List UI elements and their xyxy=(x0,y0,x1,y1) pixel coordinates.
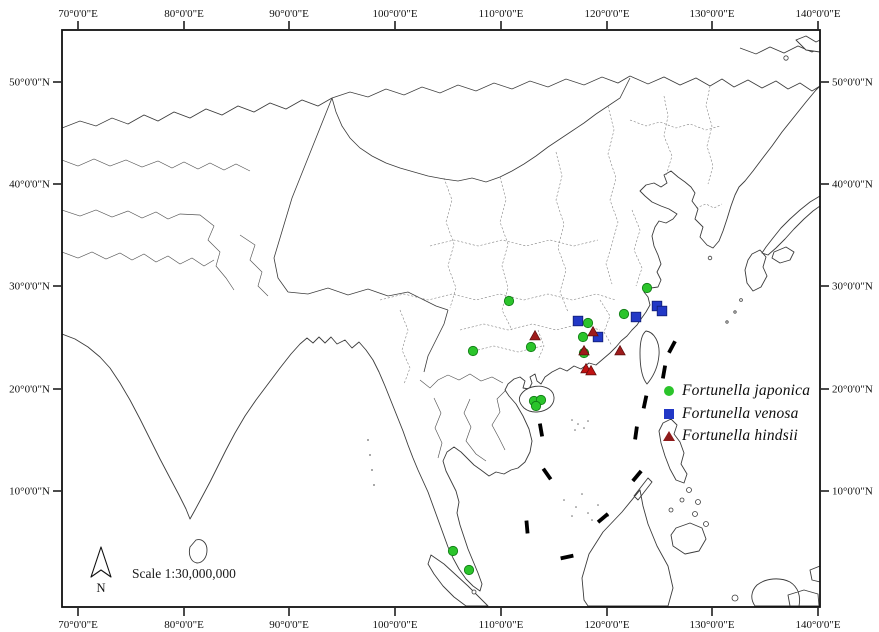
lat-label-right: 30°0'0"N xyxy=(832,281,873,293)
nine-dash-segment xyxy=(596,512,610,524)
lon-label-top: 110°0'0"E xyxy=(479,8,524,20)
nine-dash-segment xyxy=(524,520,530,534)
coastline-mainland xyxy=(62,85,820,592)
lon-label-top: 90°0'0"E xyxy=(269,8,309,20)
nine-dash-segment xyxy=(538,423,544,437)
lat-label-right: 50°0'0"N xyxy=(832,77,873,89)
border-china-west xyxy=(273,97,449,373)
occurrence-markers xyxy=(447,282,668,576)
lat-label-left: 10°0'0"N xyxy=(9,486,50,498)
lat-label-left: 50°0'0"N xyxy=(9,77,50,89)
small-islands xyxy=(471,55,789,602)
north-arrow: N xyxy=(90,546,112,595)
border-mongolia-south xyxy=(331,77,631,183)
land-artwork xyxy=(62,35,820,607)
map-frame xyxy=(61,29,821,608)
nine-dash-segment xyxy=(541,467,553,481)
lat-label-right: 10°0'0"N xyxy=(832,486,873,498)
legend-item-japonica: Fortunella japonica xyxy=(661,380,810,403)
lon-label-top: 80°0'0"E xyxy=(164,8,204,20)
marker-fortunella-japonica xyxy=(467,345,479,357)
nine-dash-segment xyxy=(631,469,643,483)
borders-china-provinces xyxy=(379,85,723,385)
marker-fortunella-japonica xyxy=(530,400,542,412)
lon-label-bottom: 130°0'0"E xyxy=(689,619,734,631)
marker-fortunella-hindsii xyxy=(614,344,626,356)
graticule-axes: 70°0'0"E 70°0'0"E 80°0'0"E 80°0'0"E 90°0'0"E… xyxy=(9,8,873,631)
nine-dash-segment xyxy=(641,395,649,409)
legend-item-hindsii: Fortunella hindsii xyxy=(661,425,810,448)
nine-dash-segment xyxy=(661,365,667,379)
marker-fortunella-japonica xyxy=(582,317,594,329)
north-arrow-label: N xyxy=(96,581,105,595)
marker-fortunella-venosa xyxy=(630,311,642,323)
lat-label-right: 40°0'0"N xyxy=(832,179,873,191)
marker-fortunella-japonica xyxy=(447,545,459,557)
nine-dash-segment xyxy=(633,426,639,440)
scale-text: Scale 1:30,000,000 xyxy=(132,566,236,581)
borders-central-asia xyxy=(62,158,269,297)
marker-fortunella-venosa xyxy=(572,315,584,327)
lon-label-bottom: 140°0'0"E xyxy=(795,619,840,631)
lon-label-bottom: 70°0'0"E xyxy=(58,619,98,631)
borders-indochina xyxy=(419,373,507,462)
marker-fortunella-japonica xyxy=(503,295,515,307)
lon-label-bottom: 120°0'0"E xyxy=(584,619,629,631)
lon-label-top: 120°0'0"E xyxy=(584,8,629,20)
lat-label-right: 20°0'0"N xyxy=(832,384,873,396)
border-russia-east xyxy=(629,45,820,92)
border-russia-west xyxy=(62,97,333,129)
lon-label-bottom: 110°0'0"E xyxy=(479,619,524,631)
lat-label-left: 30°0'0"N xyxy=(9,281,50,293)
lon-label-top: 70°0'0"E xyxy=(58,8,98,20)
marker-fortunella-hindsii xyxy=(587,325,599,337)
reef-specks xyxy=(367,419,609,521)
lon-label-bottom: 100°0'0"E xyxy=(372,619,417,631)
legend-triangle-icon xyxy=(663,431,675,442)
marker-fortunella-japonica xyxy=(463,564,475,576)
marker-fortunella-hindsii xyxy=(529,329,541,341)
marker-fortunella-japonica xyxy=(618,308,630,320)
nine-dash-segment xyxy=(560,553,574,561)
lon-label-bottom: 80°0'0"E xyxy=(164,619,204,631)
legend-label: Fortunella japonica xyxy=(682,382,811,400)
legend-label: Fortunella venosa xyxy=(682,404,799,422)
border-mongolia-north xyxy=(331,75,631,99)
marker-fortunella-venosa xyxy=(592,331,604,343)
legend-circle-icon xyxy=(664,386,674,397)
lon-label-bottom: 90°0'0"E xyxy=(269,619,309,631)
marker-fortunella-japonica xyxy=(577,331,589,343)
lon-label-top: 100°0'0"E xyxy=(372,8,417,20)
nine-dash-line xyxy=(524,340,677,561)
marker-fortunella-hindsii xyxy=(585,364,597,376)
marker-fortunella-japonica xyxy=(641,282,653,294)
nine-dash-segment xyxy=(667,340,677,354)
legend-item-venosa: Fortunella venosa xyxy=(661,403,810,426)
lat-label-left: 40°0'0"N xyxy=(9,179,50,191)
legend-square-icon xyxy=(664,408,674,419)
marker-fortunella-hindsii xyxy=(578,344,590,356)
lon-label-top: 130°0'0"E xyxy=(689,8,734,20)
marker-fortunella-venosa xyxy=(656,305,668,317)
north-arrow-icon xyxy=(90,546,112,578)
lat-label-left: 20°0'0"N xyxy=(9,384,50,396)
islands xyxy=(188,35,820,607)
lon-label-top: 140°0'0"E xyxy=(795,8,840,20)
legend: Fortunella japonica Fortunella venosa Fo… xyxy=(661,380,810,448)
legend-label: Fortunella hindsii xyxy=(682,427,798,445)
marker-fortunella-japonica xyxy=(525,341,537,353)
